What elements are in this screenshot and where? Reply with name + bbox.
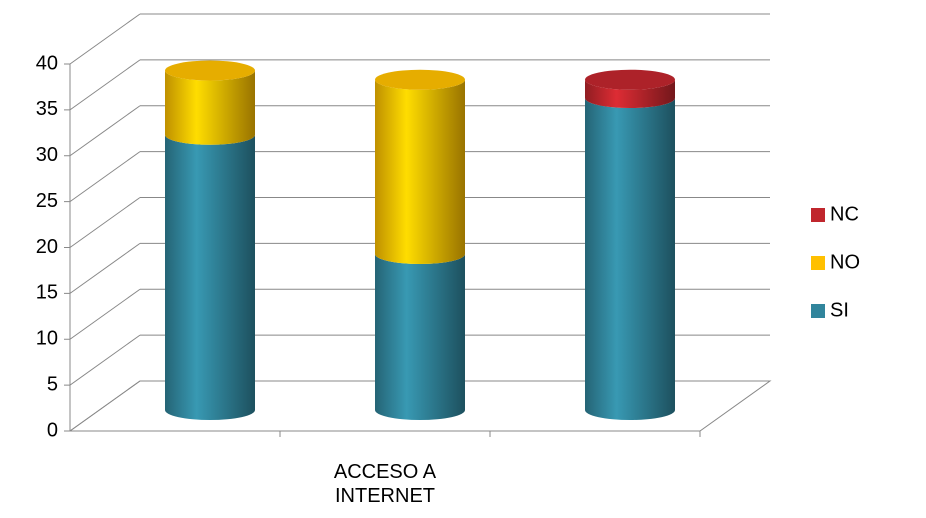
y-tick-label: 25 bbox=[36, 190, 58, 212]
bar-segment bbox=[585, 98, 675, 421]
x-tick-label-line: INTERNET bbox=[335, 485, 435, 507]
y-tick-label: 15 bbox=[36, 282, 58, 304]
bar-segment bbox=[165, 70, 255, 145]
y-tick-label: 40 bbox=[36, 52, 58, 74]
grid-line bbox=[69, 288, 141, 340]
legend-label: NO bbox=[830, 251, 860, 273]
y-tick-label: 5 bbox=[47, 373, 58, 395]
grid-line bbox=[69, 380, 141, 432]
grid-line bbox=[69, 13, 141, 65]
legend-label: NC bbox=[830, 203, 859, 225]
legend-swatch bbox=[811, 304, 825, 318]
grid-line bbox=[69, 242, 141, 294]
y-tick-label: 30 bbox=[36, 144, 58, 166]
bar-cap bbox=[165, 60, 255, 81]
x-tick-label: ACCESO A INTERNET bbox=[334, 461, 437, 507]
y-tick-label: 10 bbox=[36, 328, 58, 350]
legend-label: SI bbox=[830, 299, 849, 321]
grid-line bbox=[69, 197, 141, 248]
bar-segment bbox=[165, 134, 255, 420]
grid-line bbox=[69, 59, 141, 111]
bar-cap bbox=[375, 69, 465, 90]
bar-segment bbox=[585, 79, 675, 109]
bar-segment bbox=[375, 254, 466, 420]
y-tick-label: 35 bbox=[36, 98, 58, 120]
bar-cap bbox=[585, 69, 675, 90]
grid-line bbox=[69, 151, 141, 203]
grid-line bbox=[69, 334, 141, 386]
bar-segment bbox=[375, 79, 466, 265]
grid-line bbox=[69, 105, 141, 157]
y-tick-label: 20 bbox=[36, 236, 58, 258]
y-tick-label: 0 bbox=[47, 419, 58, 441]
legend-swatch bbox=[811, 256, 825, 270]
x-tick-label-line: ACCESO A bbox=[334, 461, 437, 483]
legend-swatch bbox=[811, 208, 825, 222]
